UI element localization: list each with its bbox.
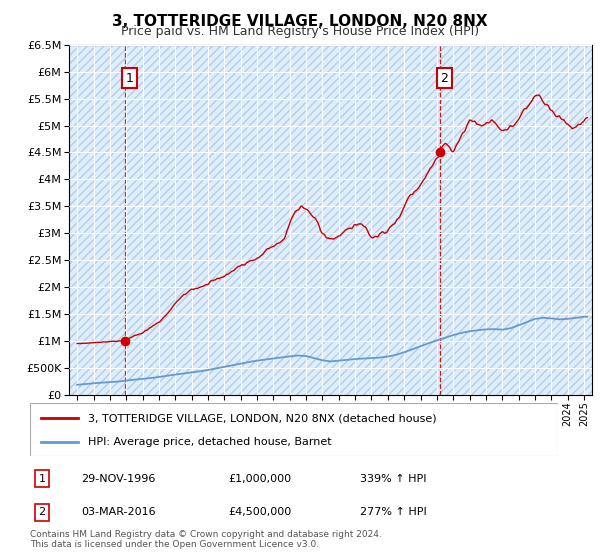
Text: 03-MAR-2016: 03-MAR-2016 [81,507,155,517]
Text: 1: 1 [126,72,134,85]
Text: Price paid vs. HM Land Registry's House Price Index (HPI): Price paid vs. HM Land Registry's House … [121,25,479,38]
Text: HPI: Average price, detached house, Barnet: HPI: Average price, detached house, Barn… [88,436,332,446]
Text: 2: 2 [38,507,46,517]
Text: This data is licensed under the Open Government Licence v3.0.: This data is licensed under the Open Gov… [30,540,319,549]
Text: 277% ↑ HPI: 277% ↑ HPI [360,507,427,517]
Text: £1,000,000: £1,000,000 [228,474,291,484]
Text: Contains HM Land Registry data © Crown copyright and database right 2024.: Contains HM Land Registry data © Crown c… [30,530,382,539]
Text: 3, TOTTERIDGE VILLAGE, LONDON, N20 8NX: 3, TOTTERIDGE VILLAGE, LONDON, N20 8NX [112,14,488,29]
Text: 29-NOV-1996: 29-NOV-1996 [81,474,155,484]
Text: £4,500,000: £4,500,000 [228,507,291,517]
Text: 2: 2 [440,72,448,85]
Text: 339% ↑ HPI: 339% ↑ HPI [360,474,427,484]
Text: 1: 1 [38,474,46,484]
FancyBboxPatch shape [30,403,558,456]
Text: 3, TOTTERIDGE VILLAGE, LONDON, N20 8NX (detached house): 3, TOTTERIDGE VILLAGE, LONDON, N20 8NX (… [88,413,437,423]
